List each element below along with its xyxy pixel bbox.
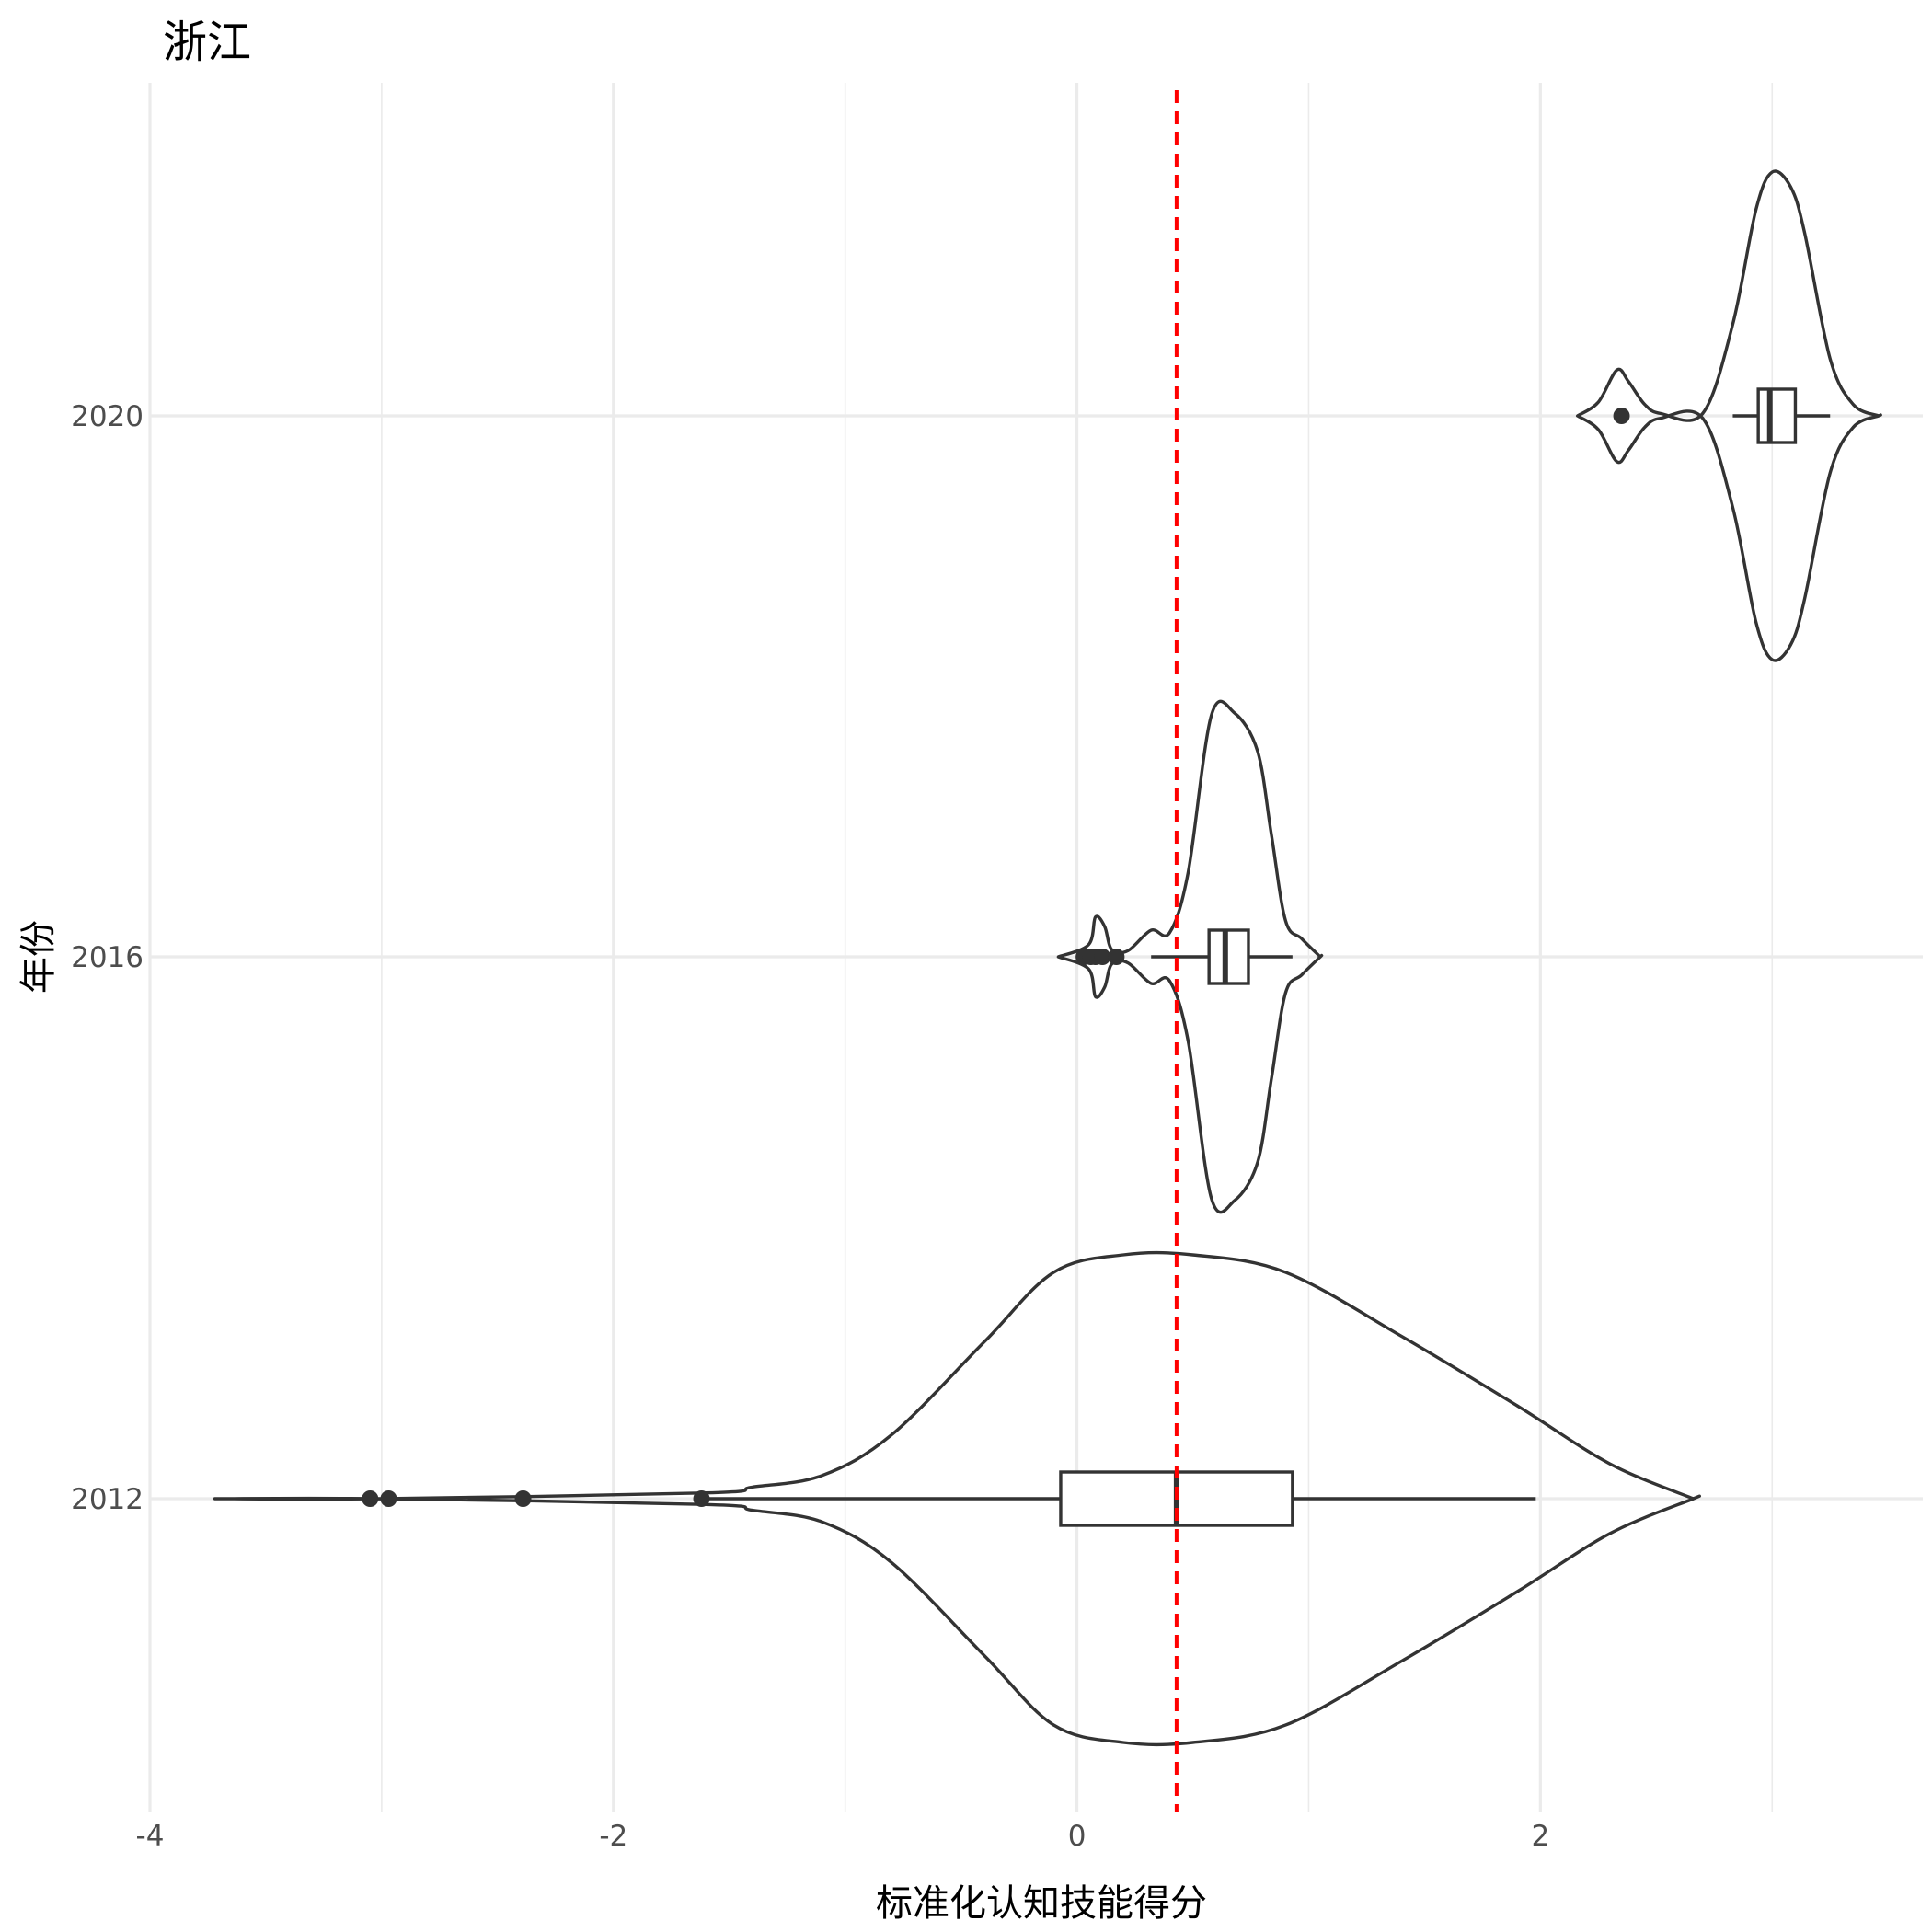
outlier-point	[1613, 408, 1630, 424]
outlier-point	[362, 1490, 379, 1507]
outlier-point	[1108, 949, 1125, 965]
y-tick-label-2016: 2016	[71, 941, 144, 974]
x-tick-label: 2	[1532, 1820, 1550, 1853]
axes: -4 -2 0 2 2012 2016 2020	[71, 400, 1549, 1853]
outlier-point	[693, 1490, 710, 1507]
violin-2020	[1576, 169, 1882, 662]
y-tick-label-2020: 2020	[71, 400, 144, 433]
x-tick-label: -2	[599, 1820, 627, 1853]
box-2020	[1756, 387, 1798, 444]
plot-marks	[213, 169, 1882, 1747]
x-tick-label: -4	[136, 1820, 165, 1853]
plot-title: 浙江	[163, 17, 251, 68]
violin-2016	[1056, 699, 1324, 1214]
outlier-point	[514, 1490, 532, 1507]
box-2016	[1207, 928, 1250, 985]
outlier-point	[380, 1490, 397, 1507]
y-tick-label-2012: 2012	[71, 1483, 144, 1516]
y-axis-title: 年份	[17, 920, 60, 994]
x-axis-title: 标准化认知技能得分	[876, 1882, 1207, 1925]
violin-2012	[213, 1250, 1701, 1747]
x-tick-label: 0	[1068, 1820, 1087, 1853]
grid	[148, 83, 1923, 1812]
outlier-point	[1094, 949, 1111, 965]
